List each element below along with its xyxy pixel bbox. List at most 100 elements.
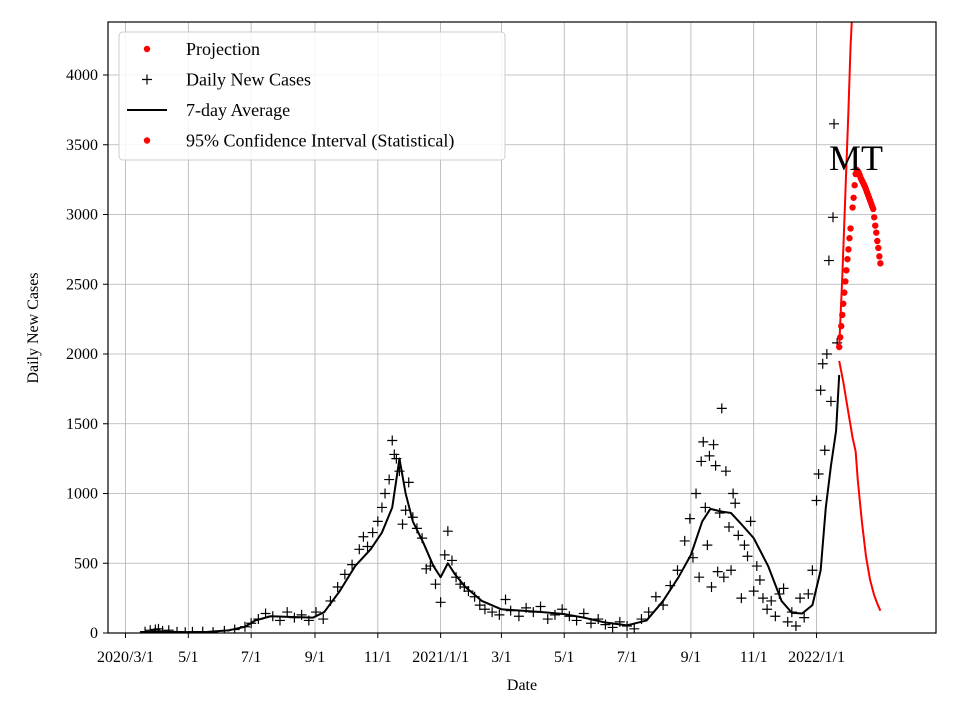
series-line — [838, 360, 882, 612]
daily-case-point — [684, 513, 695, 524]
daily-case-point — [813, 468, 824, 479]
x-tick-label: 3/1 — [491, 649, 511, 666]
daily-case-point — [145, 625, 156, 633]
daily-case-point — [397, 519, 408, 530]
daily-case-point — [474, 600, 485, 611]
daily-case-point — [650, 591, 661, 602]
legend: Projection Daily New Cases 7-day Average 95… — [118, 31, 506, 161]
daily-case-point — [479, 604, 490, 615]
daily-case-point — [446, 555, 457, 566]
daily-case-point — [542, 614, 553, 625]
series-7-day-average — [139, 374, 841, 633]
daily-case-point — [380, 488, 391, 499]
daily-case-point — [704, 450, 715, 461]
projection-point — [844, 255, 851, 263]
legend-label: 7-day Average — [186, 100, 290, 120]
projection-point — [835, 343, 843, 351]
legend-box — [118, 31, 506, 161]
daily-case-point — [593, 614, 604, 625]
legend-label: Projection — [186, 39, 260, 59]
daily-case-point — [790, 621, 801, 632]
daily-case-point — [745, 516, 756, 527]
x-tick-label: 11/1 — [740, 649, 768, 666]
daily-case-point — [739, 540, 750, 551]
projection-point — [869, 205, 877, 213]
daily-case-point — [679, 535, 690, 546]
projection-point — [851, 182, 858, 189]
legend-item: 7-day Average — [127, 100, 290, 120]
daily-case-point — [500, 594, 511, 605]
daily-case-point — [339, 569, 350, 580]
y-tick-label: 0 — [90, 625, 98, 642]
y-tick-label: 1500 — [66, 416, 98, 433]
daily-case-point — [828, 212, 839, 223]
daily-case-point — [728, 488, 739, 499]
daily-case-point — [724, 521, 734, 532]
projection-point — [845, 246, 852, 253]
daily-case-point — [829, 118, 840, 129]
state-annotation: MT — [829, 138, 883, 178]
legend-item: 95% Confidence Interval (Statistical) — [143, 131, 454, 152]
projection-point — [843, 267, 850, 274]
projection-point — [839, 311, 846, 319]
daily-case-point — [782, 616, 793, 627]
daily-case-point — [282, 607, 293, 618]
daily-case-point — [163, 625, 174, 633]
x-tick-label: 2020/3/1 — [97, 649, 154, 666]
daily-case-point — [600, 619, 611, 630]
daily-case-point — [730, 498, 741, 509]
projection-point — [849, 204, 856, 211]
legend-label: 95% Confidence Interval (Statistical) — [186, 131, 454, 152]
daily-case-point — [403, 477, 414, 488]
daily-case-point — [710, 460, 721, 471]
daily-case-point — [318, 614, 329, 625]
daily-case-point — [733, 530, 744, 541]
x-tick-label: 7/1 — [241, 649, 261, 666]
daily-case-point — [742, 551, 753, 562]
daily-case-point — [817, 358, 828, 369]
daily-case-point — [762, 604, 773, 615]
daily-case-point — [819, 445, 830, 456]
projection-point — [842, 278, 849, 285]
series-line — [139, 374, 841, 633]
daily-case-point — [439, 549, 450, 560]
daily-case-point — [389, 449, 400, 460]
projection-point — [847, 225, 854, 232]
daily-case-point — [696, 456, 707, 467]
y-tick-label: 2500 — [66, 276, 98, 293]
projection-point — [872, 222, 879, 229]
daily-case-point — [825, 396, 836, 407]
projection-point — [875, 244, 882, 252]
x-tick-label: 7/1 — [617, 649, 637, 666]
series-95-confidence-interval-statistical-upper — [838, 22, 853, 348]
legend-item: Projection — [143, 39, 260, 59]
series-line — [838, 22, 853, 348]
daily-case-point — [712, 566, 723, 577]
projection-point — [837, 334, 844, 341]
daily-case-point — [718, 572, 729, 583]
daily-case-point — [708, 439, 719, 450]
plot-area — [139, 22, 884, 633]
daily-case-point — [435, 597, 446, 608]
y-tick-label: 1000 — [66, 486, 98, 503]
daily-case-point — [376, 502, 387, 513]
daily-case-point — [643, 607, 654, 618]
legend-item: Daily New Cases — [142, 70, 311, 90]
x-tick-label: 2022/1/1 — [788, 649, 845, 666]
daily-case-point — [706, 581, 717, 592]
legend-dot-marker — [143, 137, 151, 144]
daily-case-point — [714, 508, 725, 519]
daily-case-point — [726, 565, 737, 576]
daily-case-point — [557, 604, 568, 615]
daily-case-point — [698, 436, 709, 447]
x-tick-label: 9/1 — [681, 649, 701, 666]
daily-case-point — [354, 544, 365, 555]
daily-case-point — [629, 623, 640, 633]
daily-case-point — [332, 581, 343, 592]
series-95-confidence-interval-statistical-lower — [838, 360, 882, 612]
daily-case-point — [384, 474, 395, 485]
daily-case-point — [442, 526, 453, 537]
axes-frame — [107, 21, 937, 634]
x-tick-label: 11/1 — [364, 649, 392, 666]
daily-case-point — [821, 349, 832, 360]
